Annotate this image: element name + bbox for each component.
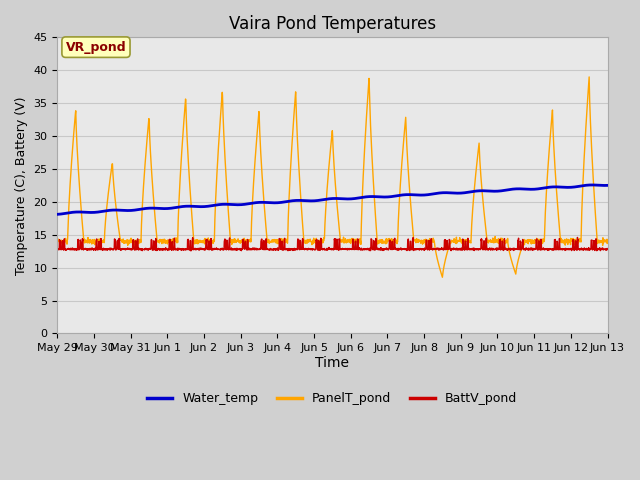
Text: VR_pond: VR_pond [66, 41, 126, 54]
Legend: Water_temp, PanelT_pond, BattV_pond: Water_temp, PanelT_pond, BattV_pond [143, 387, 522, 410]
Y-axis label: Temperature (C), Battery (V): Temperature (C), Battery (V) [15, 96, 28, 275]
X-axis label: Time: Time [316, 356, 349, 370]
Title: Vaira Pond Temperatures: Vaira Pond Temperatures [229, 15, 436, 33]
